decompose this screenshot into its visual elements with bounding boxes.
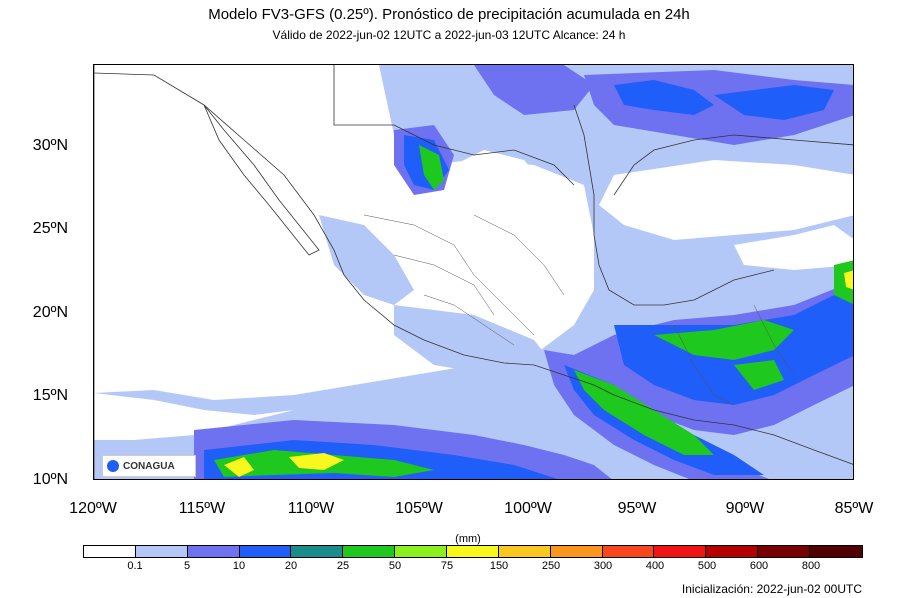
colorbar-units: (mm) <box>455 533 481 545</box>
lon-label-120: 120ºW <box>69 500 117 517</box>
precip-none <box>94 150 853 440</box>
lat-label-15: 15ºN <box>32 387 68 404</box>
colorbar-box <box>447 546 499 557</box>
lat-label-10: 10ºN <box>32 471 68 488</box>
initialization-time: Inicialización: 2022-jun-02 00UTC <box>681 582 862 596</box>
lat-label-25: 25ºN <box>32 220 68 237</box>
lon-label-115: 115ºW <box>178 500 226 517</box>
colorbar-box <box>706 546 759 557</box>
lon-label-85: 85ºW <box>834 500 874 517</box>
logo-icon <box>107 460 119 472</box>
map-title: Modelo FV3-GFS (0.25º). Pronóstico de pr… <box>208 6 690 23</box>
colorbar-box <box>395 546 448 557</box>
colorbar-box <box>84 546 136 557</box>
precip-yellow <box>224 270 853 477</box>
colorbar-label: 800 <box>801 560 821 572</box>
precip-green <box>214 145 853 477</box>
colorbar-box <box>239 546 292 557</box>
colorbar-box <box>758 546 811 557</box>
colorbar-label: 300 <box>593 560 613 572</box>
colorbar-label: 400 <box>645 560 665 572</box>
colorbar-label: 50 <box>388 560 402 572</box>
colorbar-box <box>550 546 603 557</box>
map-subtitle: Válido de 2022-jun-02 12UTC a 2022-jun-0… <box>272 28 626 42</box>
colorbar-box <box>498 546 551 557</box>
state-borders <box>363 214 795 406</box>
colorbar-label: 20 <box>284 560 298 572</box>
colorbar-label: 25 <box>336 560 350 572</box>
map-canvas <box>94 65 853 479</box>
colorbar-label: 150 <box>489 560 509 572</box>
colorbar-label: 0.1 <box>127 560 143 572</box>
colorbar-label: 250 <box>541 560 561 572</box>
colorbar-box <box>602 546 655 557</box>
lon-label-110: 110ºW <box>287 500 335 517</box>
lat-label-30: 30ºN <box>32 137 68 154</box>
precipitation-map: CONAGUA <box>93 64 854 480</box>
colorbar-box <box>135 546 188 557</box>
colorbar-label: 500 <box>697 560 717 572</box>
lon-label-100: 100ºW <box>504 500 552 517</box>
colorbar-box <box>291 546 344 557</box>
conagua-logo: CONAGUA <box>102 455 196 477</box>
colorbar <box>83 545 863 558</box>
colorbar-box <box>343 546 396 557</box>
colorbar-label: 75 <box>440 560 454 572</box>
colorbar-label: 5 <box>183 560 191 572</box>
coastlines <box>94 65 853 479</box>
logo-text: CONAGUA <box>123 460 175 472</box>
lon-label-95: 95ºW <box>617 500 657 517</box>
lat-label-20: 20ºN <box>32 304 68 321</box>
lon-label-90: 90ºW <box>725 500 765 517</box>
colorbar-label: 600 <box>749 560 769 572</box>
lon-label-105: 105ºW <box>395 500 443 517</box>
colorbar-box <box>810 546 862 557</box>
colorbar-box <box>187 546 240 557</box>
colorbar-box <box>654 546 707 557</box>
colorbar-label: 10 <box>232 560 246 572</box>
